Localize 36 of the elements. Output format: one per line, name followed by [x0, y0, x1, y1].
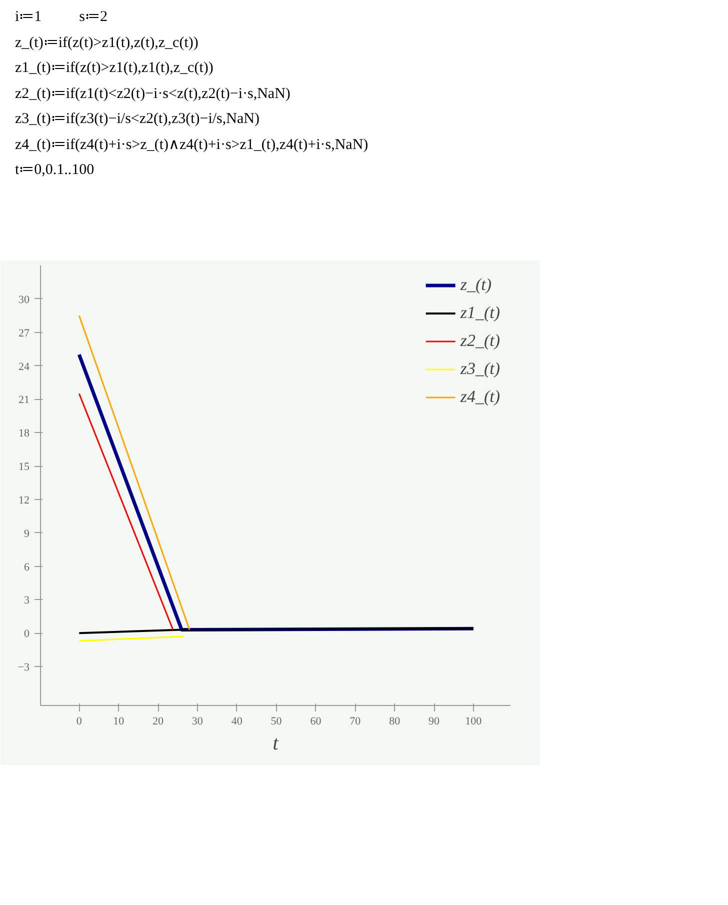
legend-label: z3_(t)	[460, 359, 500, 379]
text: z2_(t)≔if(z1(t)<z2(t)−i·s<z(t),z2(t)−i·s,NaN)	[15, 86, 290, 102]
x-tick-label: 80	[389, 716, 401, 728]
y-tick-label: 6	[24, 561, 30, 574]
text: z1_(t)≔if(z(t)>z1(t),z1(t),z_c(t))	[15, 60, 214, 76]
y-tick-label: 15	[18, 461, 30, 474]
x-tick-label: 0	[76, 716, 82, 728]
x-tick-label: 30	[192, 716, 204, 728]
x-tick-label: 100	[465, 716, 482, 728]
x-tick-label: 60	[310, 716, 322, 728]
y-tick-label: 9	[24, 528, 30, 540]
x-axis-title: t	[272, 732, 279, 754]
legend-label: z1_(t)	[460, 303, 500, 323]
text: t≔0,0.1..100	[15, 162, 94, 178]
y-tick-label: 24	[18, 360, 30, 373]
y-tick-label: 27	[18, 327, 30, 340]
y-tick-label: 21	[18, 394, 30, 406]
x-tick-label: 10	[113, 716, 125, 728]
legend-label: z4_(t)	[460, 387, 500, 407]
x-tick-label: 90	[428, 716, 440, 728]
text: z4_(t)≔if(z4(t)+i·s>z_(t)∧z4(t)+i·s>z1_(t),z4(t)+i·s,NaN)	[15, 136, 368, 152]
y-tick-label: 3	[24, 594, 30, 607]
text: z_(t)≔if(z(t)>z1(t),z(t),z_c(t))	[15, 34, 198, 50]
legend-label: z2_(t)	[460, 331, 500, 351]
y-tick-label: 30	[18, 294, 30, 306]
y-tick-label: −3	[18, 662, 30, 674]
text: i≔1 s≔2	[15, 9, 108, 25]
x-tick-label: 70	[350, 716, 362, 728]
text: z3_(t)≔if(z3(t)−i/s<z2(t),z3(t)−i/s,NaN)	[15, 111, 260, 127]
x-tick-label: 50	[270, 716, 282, 728]
y-tick-label: 0	[24, 628, 30, 640]
y-tick-label: 12	[18, 494, 30, 506]
x-tick-label: 40	[231, 716, 243, 728]
legend-label: z_(t)	[460, 275, 492, 295]
y-tick-label: 18	[18, 428, 30, 440]
x-tick-label: 20	[152, 716, 164, 728]
